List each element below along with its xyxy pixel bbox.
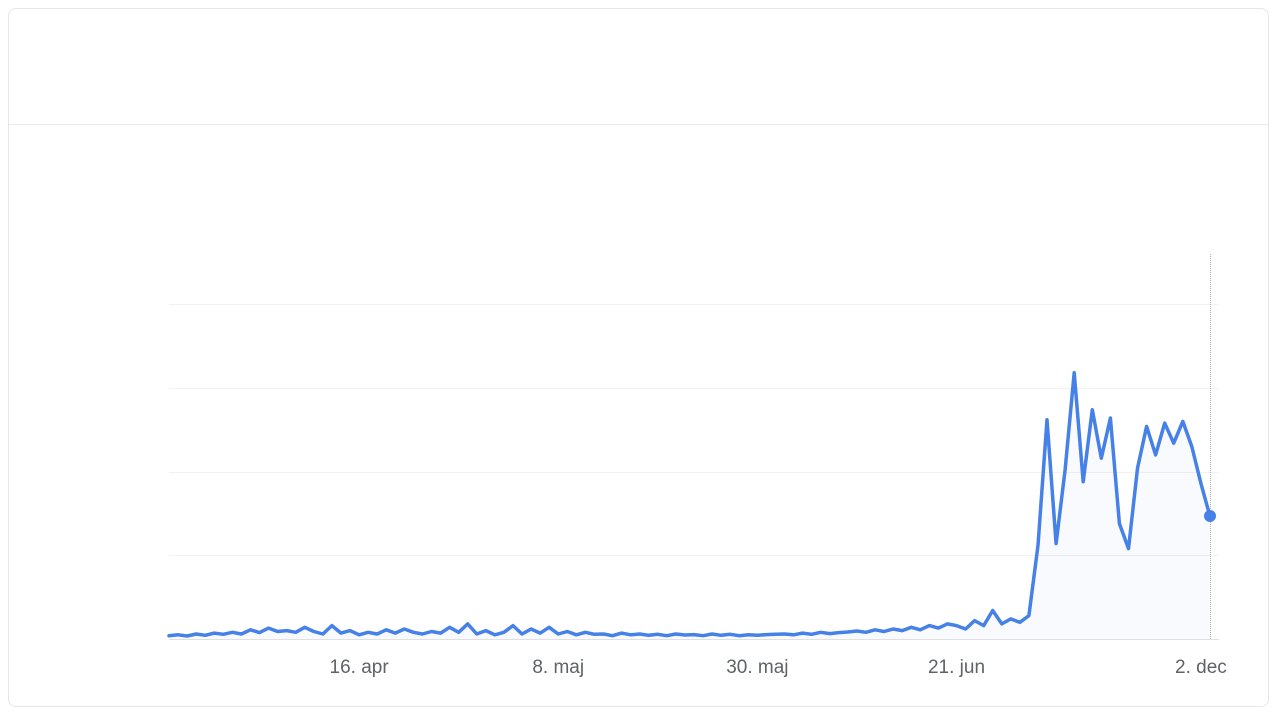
x-tick-label: 30. maj — [726, 657, 788, 679]
series-end-marker — [1204, 510, 1216, 522]
current-date-divider — [1210, 254, 1211, 639]
line-chart — [9, 124, 1268, 706]
x-tick-label: 8. maj — [532, 657, 584, 679]
x-tick-label: 21. jun — [928, 657, 985, 679]
chart-area: 05001.0001.5002.000 16. apr8. maj30. maj… — [9, 124, 1268, 706]
x-tick-label: 2. dec — [1175, 657, 1227, 679]
x-tick-label: 16. apr — [330, 657, 389, 679]
card-header-blank — [9, 9, 1268, 125]
chart-card: 05001.0001.5002.000 16. apr8. maj30. maj… — [8, 8, 1269, 707]
